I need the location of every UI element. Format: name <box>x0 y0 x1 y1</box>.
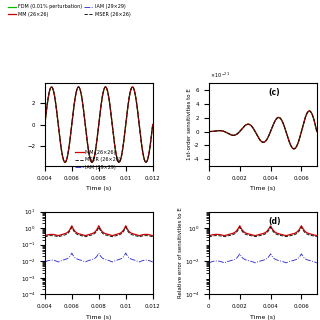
Legend: MM (26×26), MSER (26×26), IAM (29×29): MM (26×26), MSER (26×26), IAM (29×29) <box>73 148 123 172</box>
Legend: FDM (0.01% perturbation), MM (26×26), IAM (29×29), MSER (26×26): FDM (0.01% perturbation), MM (26×26), IA… <box>6 3 132 19</box>
Text: (d): (d) <box>268 217 281 226</box>
Text: (c): (c) <box>268 88 280 97</box>
X-axis label: Time (s): Time (s) <box>250 186 276 191</box>
X-axis label: Time (s): Time (s) <box>86 186 111 191</box>
X-axis label: Time (s): Time (s) <box>86 315 111 320</box>
Y-axis label: Relative error of sensitivities to E: Relative error of sensitivities to E <box>178 208 183 298</box>
Y-axis label: 1st-order sensitivities to E: 1st-order sensitivities to E <box>187 89 192 161</box>
X-axis label: Time (s): Time (s) <box>250 315 276 320</box>
Text: $\times\,10^{-21}$: $\times\,10^{-21}$ <box>210 71 230 80</box>
